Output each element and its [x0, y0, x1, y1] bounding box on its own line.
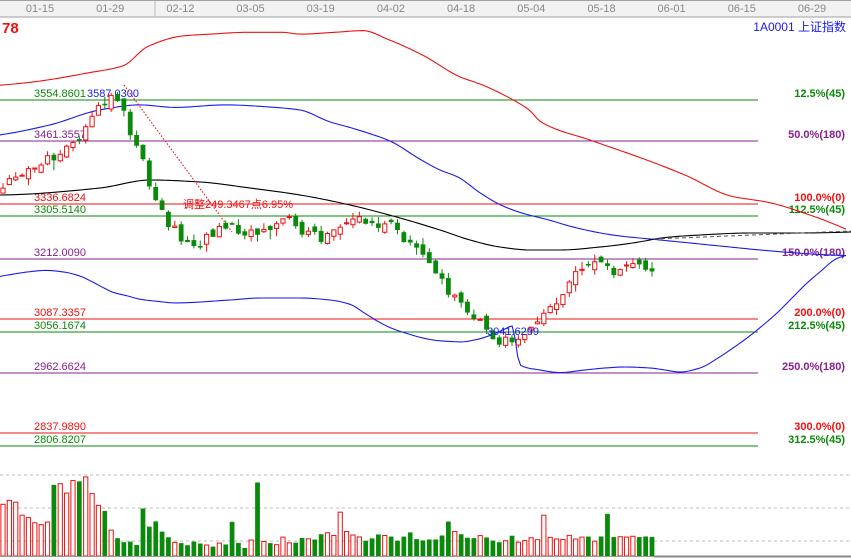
svg-text:1A0001 上证指数: 1A0001 上证指数 — [753, 19, 846, 34]
svg-text:212.5%(45): 212.5%(45) — [788, 320, 845, 332]
svg-text:05-18: 05-18 — [587, 3, 615, 15]
svg-text:3056.1674: 3056.1674 — [34, 320, 86, 332]
svg-text:06-29: 06-29 — [798, 3, 826, 15]
svg-text:05-04: 05-04 — [517, 3, 545, 15]
svg-text:01-29: 01-29 — [96, 3, 124, 15]
svg-text:3041.6299: 3041.6299 — [487, 326, 539, 338]
svg-text:3305.5140: 3305.5140 — [34, 204, 86, 216]
svg-text:04-18: 04-18 — [447, 3, 475, 15]
svg-text:50.0%(180): 50.0%(180) — [788, 129, 845, 141]
svg-text:312.5%(45): 312.5%(45) — [788, 434, 845, 446]
svg-text:100.0%(0): 100.0%(0) — [794, 192, 845, 204]
svg-text:01-15: 01-15 — [26, 3, 54, 15]
svg-text:2806.8207: 2806.8207 — [34, 434, 86, 446]
svg-text:2837.9890: 2837.9890 — [34, 421, 86, 433]
svg-text:04-02: 04-02 — [377, 3, 405, 15]
svg-text:调整249.3467点6.95%: 调整249.3467点6.95% — [183, 197, 293, 211]
svg-text:03-05: 03-05 — [236, 3, 264, 15]
svg-text:3087.3357: 3087.3357 — [34, 307, 86, 319]
svg-text:03-19: 03-19 — [307, 3, 335, 15]
svg-text:06-01: 06-01 — [658, 3, 686, 15]
svg-text:06-15: 06-15 — [728, 3, 756, 15]
svg-text:78: 78 — [2, 20, 19, 37]
svg-text:112.5%(45): 112.5%(45) — [789, 204, 846, 216]
svg-text:3212.0090: 3212.0090 — [34, 247, 86, 259]
svg-text:2962.6624: 2962.6624 — [34, 361, 86, 373]
svg-text:200.0%(0): 200.0%(0) — [794, 307, 845, 319]
svg-text:12.5%(45): 12.5%(45) — [794, 88, 845, 100]
svg-text:3554.8601: 3554.8601 — [34, 88, 86, 100]
svg-text:300.0%(0): 300.0%(0) — [794, 421, 845, 433]
svg-text:250.0%(180): 250.0%(180) — [782, 361, 845, 373]
svg-text:02-12: 02-12 — [166, 3, 194, 15]
